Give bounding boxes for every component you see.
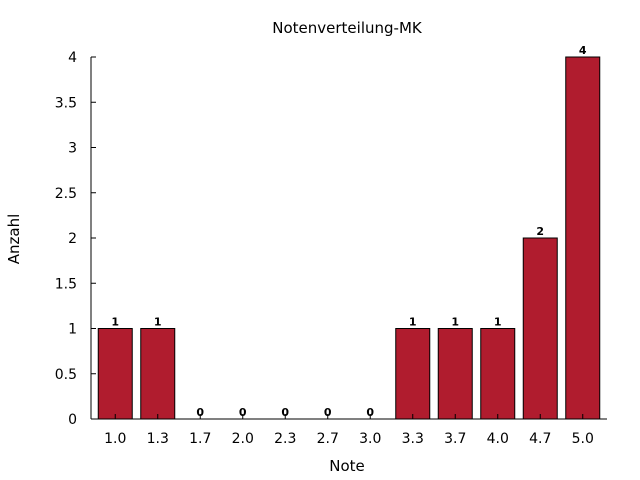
y-axis-label: Anzahl <box>5 214 23 265</box>
y-tick-label: 2.5 <box>55 186 77 202</box>
y-tick-label: 1 <box>68 322 77 338</box>
bar <box>522 237 558 420</box>
x-tick-label: 3.0 <box>359 431 381 447</box>
data-label: 1 <box>154 316 162 329</box>
y-tick-label: 0.5 <box>55 367 77 383</box>
x-tick-label: 4.0 <box>487 431 509 447</box>
data-label: 4 <box>579 44 587 57</box>
data-label: 1 <box>409 316 417 329</box>
data-label: 1 <box>494 316 502 329</box>
x-tick-label: 1.3 <box>147 431 169 447</box>
data-label: 0 <box>324 406 332 419</box>
data-label: 0 <box>281 406 289 419</box>
x-tick-label: 3.7 <box>444 431 466 447</box>
labels-layer: 1 1 0 0 0 0 0 1 1 1 2 4 <box>111 44 587 419</box>
y-tick-label: 1.5 <box>55 276 77 292</box>
bar <box>97 328 133 420</box>
y-tick-label: 0 <box>68 412 77 428</box>
data-label: 0 <box>239 406 247 419</box>
x-tick-label: 1.7 <box>189 431 211 447</box>
x-tick-label: 4.7 <box>529 431 551 447</box>
x-tick-label: 5.0 <box>572 431 594 447</box>
x-tick-label: 2.7 <box>317 431 339 447</box>
y-tick-label: 3 <box>68 141 77 157</box>
x-tick-label: 3.3 <box>402 431 424 447</box>
x-axis-label: Note <box>329 457 365 475</box>
x-tick-label: 1.0 <box>104 431 126 447</box>
data-label: 2 <box>536 225 544 238</box>
x-tick-label: 2.3 <box>274 431 296 447</box>
bars-layer <box>97 56 601 420</box>
data-label: 0 <box>366 406 374 419</box>
bar <box>565 56 601 420</box>
y-tick-label: 3.5 <box>55 95 77 111</box>
data-label: 0 <box>196 406 204 419</box>
y-tick-label: 4 <box>68 50 77 66</box>
y-tick-label: 2 <box>68 231 77 247</box>
bar <box>395 328 431 420</box>
bar <box>480 328 516 420</box>
axes-layer: 0 0.5 1 1.5 2 2.5 3 3.5 4 1.0 1.3 1.7 2.0 2.3 2.7 3.0 3.… <box>55 50 607 447</box>
data-label: 1 <box>451 316 459 329</box>
bar <box>140 328 176 420</box>
chart-title: Notenverteilung-MK <box>272 19 423 37</box>
data-label: 1 <box>111 316 119 329</box>
x-tick-label: 2.0 <box>232 431 254 447</box>
bar <box>437 328 473 420</box>
